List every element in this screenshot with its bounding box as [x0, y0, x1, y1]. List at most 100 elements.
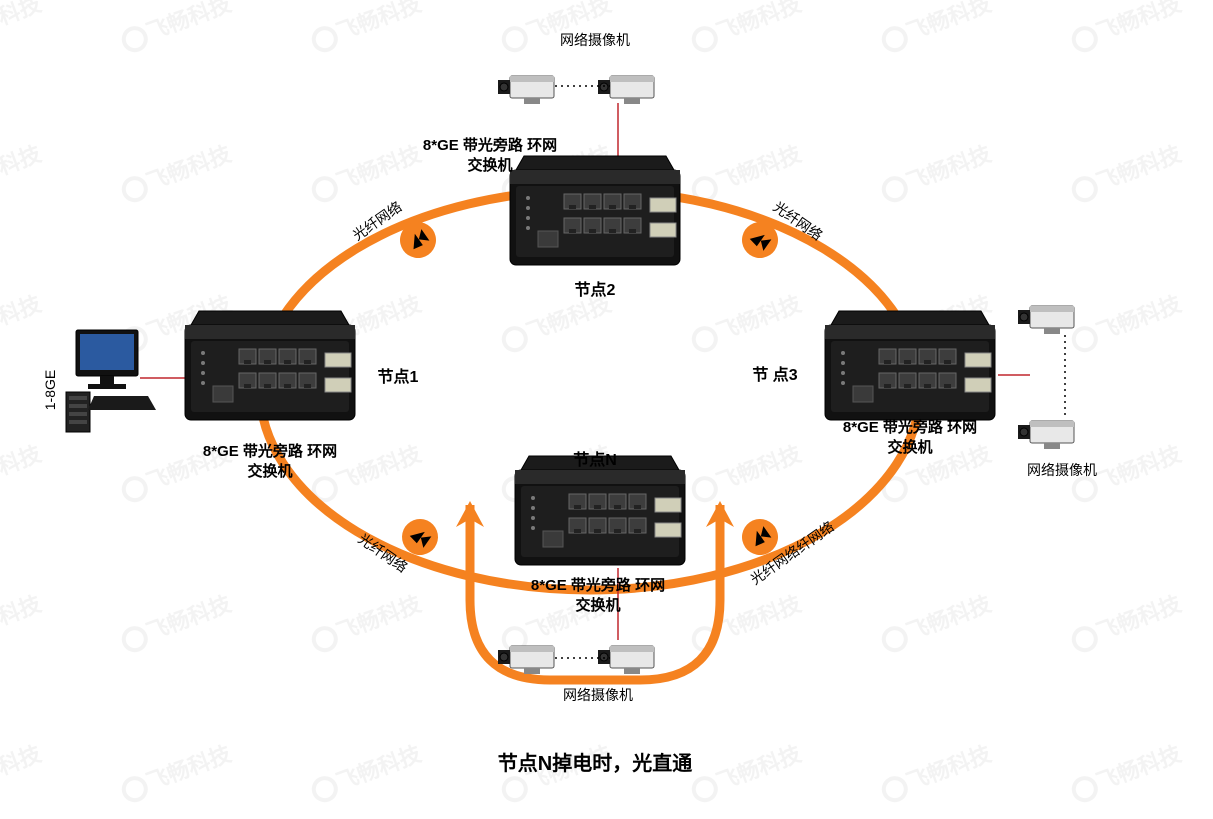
switch-led: [526, 216, 530, 220]
switch-port-tab: [304, 384, 311, 388]
switch-title-line1: 8*GE 带光旁路 环网: [203, 442, 337, 460]
camera-mount: [1044, 328, 1060, 334]
monitor-screen: [80, 334, 134, 370]
switch-led: [841, 381, 845, 385]
switch-node3: [825, 311, 995, 420]
switch-title-line2: 交换机: [575, 596, 620, 614]
switch-port-tab: [284, 360, 291, 364]
camera-lens: [600, 653, 608, 661]
switch-port-tab: [904, 384, 911, 388]
switch-port-tab: [629, 205, 636, 209]
switch-led: [531, 516, 535, 520]
switch-console-port: [213, 386, 233, 402]
switch-led: [526, 206, 530, 210]
switch-port-tab: [634, 505, 641, 509]
switch-led: [531, 496, 535, 500]
switch-port-tab: [884, 360, 891, 364]
switch-led: [526, 196, 530, 200]
switch-top: [516, 156, 674, 170]
switch-led: [201, 381, 205, 385]
camera-label: 网络摄像机: [563, 687, 633, 703]
camera-lens: [500, 653, 508, 661]
switch-port-tab: [574, 529, 581, 533]
switch-port-tab: [284, 384, 291, 388]
monitor-neck: [100, 376, 114, 384]
camera-mount: [624, 668, 640, 674]
switch-nodeN: [515, 456, 685, 565]
pc-tower-bay: [69, 404, 87, 408]
switch-console-port: [853, 386, 873, 402]
switch-port-tab: [589, 229, 596, 233]
monitor-base: [88, 384, 126, 389]
switch-sfp-slot: [650, 223, 676, 237]
switch-led: [841, 351, 845, 355]
camera-lens: [600, 83, 608, 91]
switch-sfp-slot: [325, 378, 351, 392]
switch-port-tab: [924, 360, 931, 364]
switch-port-tab: [924, 384, 931, 388]
switch-led: [841, 371, 845, 375]
switch-port-tab: [904, 360, 911, 364]
bypass-caption: 节点N掉电时，光直通: [498, 751, 692, 775]
camera-label: 网络摄像机: [560, 32, 630, 48]
switch-port-tab: [569, 205, 576, 209]
camera-lens: [500, 83, 508, 91]
switch-console-port: [543, 531, 563, 547]
pc-tower-bay: [69, 396, 87, 400]
node-label: 节点2: [575, 280, 616, 299]
switch-led: [201, 361, 205, 365]
switch-title-line1: 8*GE 带光旁路 环网: [843, 418, 977, 436]
switch-body-top-edge: [825, 325, 995, 339]
switch-port-tab: [944, 384, 951, 388]
switch-port-tab: [264, 360, 271, 364]
switch-port-tab: [884, 384, 891, 388]
switch-sfp-slot: [650, 198, 676, 212]
switch-port-tab: [594, 529, 601, 533]
switch-sfp-slot: [655, 523, 681, 537]
pc-tower-bay: [69, 420, 87, 424]
camera-mount: [1044, 443, 1060, 449]
camera-mount: [524, 98, 540, 104]
switch-led: [841, 361, 845, 365]
node-label: 节点1: [378, 367, 419, 386]
pc-tower-bay: [69, 412, 87, 416]
switch-port-tab: [244, 360, 251, 364]
camera-body-top: [610, 76, 654, 82]
switch-sfp-slot: [965, 378, 991, 392]
camera-lens: [1020, 313, 1028, 321]
switch-port-tab: [244, 384, 251, 388]
switch-port-tab: [614, 505, 621, 509]
switch-body-top-edge: [515, 470, 685, 484]
switch-led: [201, 371, 205, 375]
switch-title-line1: 8*GE 带光旁路 环网: [423, 136, 557, 154]
switch-title-line2: 交换机: [467, 156, 512, 174]
node-label: 节 点3: [752, 365, 797, 384]
switch-sfp-slot: [965, 353, 991, 367]
switch-node2: [510, 156, 680, 265]
switch-port-tab: [594, 505, 601, 509]
switch-top: [191, 311, 349, 325]
switch-node1: [185, 311, 355, 420]
switch-port-tab: [304, 360, 311, 364]
switch-port-tab: [609, 205, 616, 209]
switch-sfp-slot: [655, 498, 681, 512]
node-label: 节点N: [573, 450, 617, 469]
switch-port-tab: [614, 529, 621, 533]
camera-lens: [1020, 428, 1028, 436]
network-topology-diagram: 飞畅科技飞畅科技飞畅科技飞畅科技飞畅科技飞畅科技飞畅科技飞畅科技飞畅科技飞畅科技…: [0, 0, 1213, 819]
switch-body-top-edge: [185, 325, 355, 339]
switch-port-tab: [589, 205, 596, 209]
camera-mount: [524, 668, 540, 674]
switch-console-port: [538, 231, 558, 247]
switch-port-tab: [574, 505, 581, 509]
keyboard: [88, 396, 156, 410]
switch-port-tab: [634, 529, 641, 533]
switch-title-line2: 交换机: [887, 438, 932, 456]
switch-port-tab: [609, 229, 616, 233]
switch-port-tab: [569, 229, 576, 233]
switch-led: [201, 351, 205, 355]
camera-body-top: [610, 646, 654, 652]
switch-led: [526, 226, 530, 230]
switch-led: [531, 526, 535, 530]
camera-body-top: [1030, 306, 1074, 312]
